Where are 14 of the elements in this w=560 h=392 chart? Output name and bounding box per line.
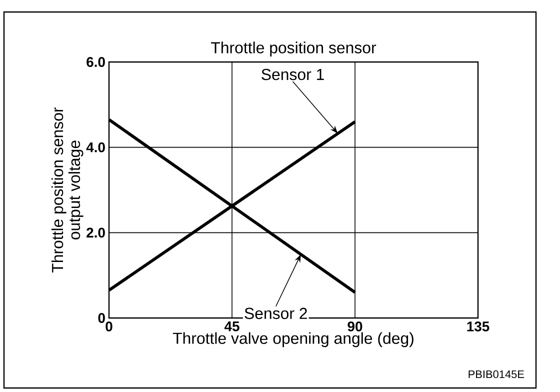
x-tick-label: 135 bbox=[467, 322, 490, 332]
y-tick-label: 2.0 bbox=[86, 228, 105, 238]
text: Sensor 2 bbox=[244, 308, 307, 320]
chart-title: Throttle position sensor bbox=[211, 42, 376, 57]
text: PBIB0145E bbox=[468, 370, 524, 378]
y-tick-label: 6.0 bbox=[86, 57, 105, 67]
x-tick-label: 90 bbox=[348, 322, 362, 332]
y-tick-label: 4.0 bbox=[86, 142, 105, 152]
x-tick-label: 0 bbox=[106, 322, 112, 332]
x-axis-title: Throttle valve opening angle (deg) bbox=[172, 332, 414, 348]
y-tick-label: 0 bbox=[98, 313, 105, 323]
text: Sensor 1 bbox=[262, 68, 324, 80]
x-tick-label: 45 bbox=[224, 322, 240, 332]
y-axis-title: Throttle position sensor output voltage bbox=[51, 107, 84, 272]
